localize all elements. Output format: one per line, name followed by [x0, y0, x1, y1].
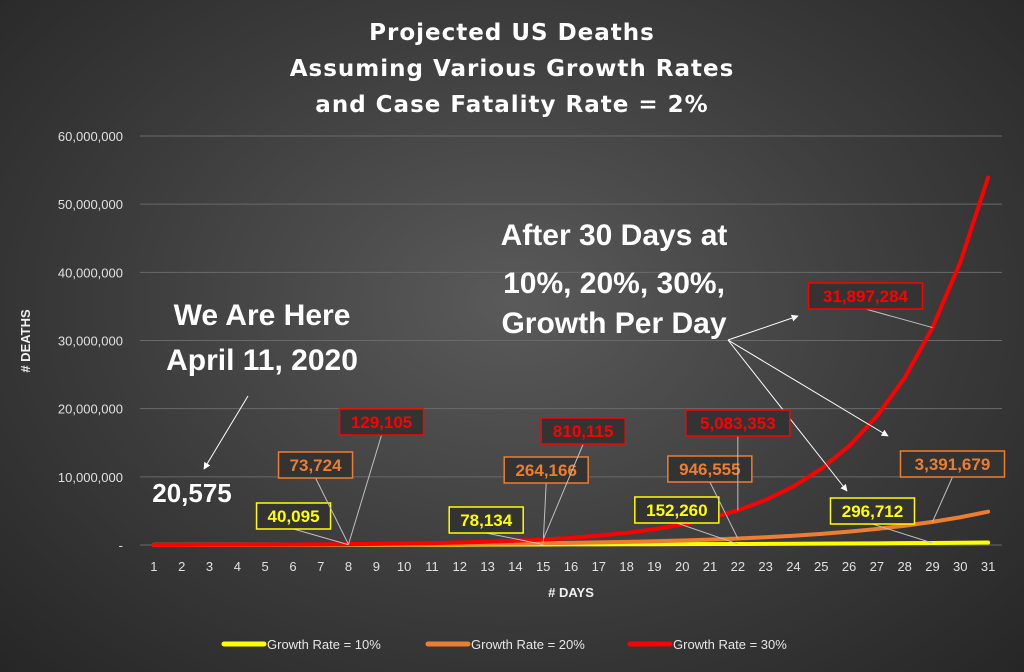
x-tick-label: 9 [373, 559, 380, 574]
x-tick-label: 23 [758, 559, 772, 574]
callout-leader [709, 481, 739, 539]
title-line-1: Projected US Deaths [369, 20, 655, 46]
x-tick-label: 24 [786, 559, 800, 574]
x-tick-label: 19 [647, 559, 661, 574]
x-tick-label: 30 [953, 559, 967, 574]
y-tick-label: 30,000,000 [58, 334, 123, 349]
callout-box [338, 408, 425, 436]
annotation-after-30-days: After 30 Days at 10%, 20%, 30%, Growth P… [501, 219, 728, 340]
callout-box [899, 450, 1006, 478]
x-tick-label: 20 [675, 559, 689, 574]
x-tick-label: 22 [731, 559, 745, 574]
x-tick-label: 28 [897, 559, 911, 574]
callout-value: 152,260 [646, 501, 707, 520]
y-tick-label: 50,000,000 [58, 197, 123, 212]
x-tick-label: 2 [178, 559, 185, 574]
x-tick-label: 6 [289, 559, 296, 574]
title-line-2: Assuming Various Growth Rates [290, 56, 735, 82]
y-axis-ticks: - 10,000,000 20,000,000 30,000,000 40,000,00… [58, 129, 123, 553]
x-tick-label: 15 [536, 559, 550, 574]
start-value-label: 20,575 [152, 478, 232, 508]
x-tick-label: 21 [703, 559, 717, 574]
we-are-here-line-1: We Are Here [174, 299, 351, 332]
callout-leader [486, 532, 544, 545]
x-tick-label: 17 [592, 559, 606, 574]
arrow-to-red [727, 314, 799, 341]
callout-leader [676, 522, 739, 545]
x-tick-label: 29 [925, 559, 939, 574]
callout-leader [315, 477, 349, 545]
callout-value: 264,166 [515, 461, 576, 480]
callout-value: 78,134 [460, 511, 513, 530]
x-tick-label: 8 [345, 559, 352, 574]
after-30-line-2: 10%, 20%, 30%, [503, 267, 725, 300]
callout-leader [542, 443, 584, 540]
x-tick-label: 16 [564, 559, 578, 574]
x-axis-title: # DAYS [548, 585, 594, 600]
callout-leader [293, 528, 349, 546]
callout-value: 73,724 [290, 456, 343, 475]
arrow-to-orange [727, 339, 889, 437]
y-tick-label: 10,000,000 [58, 470, 123, 485]
callout-value: 296,712 [842, 502, 903, 521]
callout-box [634, 496, 720, 524]
callout-box [540, 417, 626, 445]
title-line-3: and Case Fatality Rate = 2% [315, 92, 708, 118]
x-tick-label: 10 [397, 559, 411, 574]
after-30-line-3: Growth Per Day [501, 307, 726, 340]
x-tick-label: 14 [508, 559, 522, 574]
x-tick-label: 5 [262, 559, 269, 574]
x-tick-label: 26 [842, 559, 856, 574]
series-lines [151, 175, 991, 547]
legend-label: Growth Rate = 30% [673, 637, 787, 652]
value-callouts: 40,095 73,724 129,105 78,134 264,166 810,115 1… [255, 282, 1006, 546]
callout-leader [872, 523, 933, 544]
series-line-3 [151, 175, 991, 547]
x-tick-label: 27 [870, 559, 884, 574]
x-tick-label: 25 [814, 559, 828, 574]
legend-label: Growth Rate = 10% [267, 637, 381, 652]
x-tick-label: 11 [425, 559, 439, 574]
callout-value: 31,897,284 [823, 287, 909, 306]
x-tick-label: 1 [150, 559, 157, 574]
callout-value: 946,555 [679, 460, 740, 479]
arrow-to-start [203, 395, 249, 470]
x-tick-label: 12 [453, 559, 467, 574]
callout-box [829, 497, 916, 525]
x-tick-label: 13 [480, 559, 494, 574]
callout-leader [865, 308, 933, 329]
callout-box [255, 502, 332, 530]
callout-box [685, 409, 791, 437]
x-tick-label: 3 [206, 559, 213, 574]
callout-leader [348, 434, 383, 545]
x-tick-label: 4 [234, 559, 241, 574]
callout-box [448, 506, 524, 534]
x-axis-ticks: 1 2 3 4 5 6 7 8 9 10 11 12 13 14 15 16 17 18 19 20 21 22 23 24 2… [150, 559, 995, 574]
y-tick-label: 20,000,000 [58, 402, 123, 417]
annotation-we-are-here: We Are Here April 11, 2020 [166, 299, 358, 377]
y-tick-label: 60,000,000 [58, 129, 123, 144]
callout-leader [932, 476, 953, 523]
callout-value: 5,083,353 [700, 414, 776, 433]
we-are-here-line-2: April 11, 2020 [166, 344, 358, 377]
callout-value: 3,391,679 [915, 455, 991, 474]
callout-leader [542, 482, 547, 544]
callout-value: 40,095 [268, 507, 320, 526]
y-axis-title: # DEATHS [18, 309, 33, 373]
legend-label: Growth Rate = 20% [471, 637, 585, 652]
callout-value: 129,105 [351, 413, 412, 432]
legend: Growth Rate = 10% Growth Rate = 20% Growth… [221, 637, 787, 652]
x-tick-label: 7 [317, 559, 324, 574]
callout-box [503, 456, 589, 484]
x-tick-label: 18 [619, 559, 633, 574]
y-tick-label: 40,000,000 [58, 265, 123, 280]
x-tick-label: 31 [981, 559, 995, 574]
after-30-line-1: After 30 Days at [501, 219, 728, 252]
chart-title: Projected US Deaths Assuming Various Gro… [290, 20, 735, 118]
y-tick-label: - [119, 538, 123, 553]
callout-box [277, 451, 354, 479]
callout-box [807, 282, 924, 310]
callout-value: 810,115 [553, 422, 614, 441]
